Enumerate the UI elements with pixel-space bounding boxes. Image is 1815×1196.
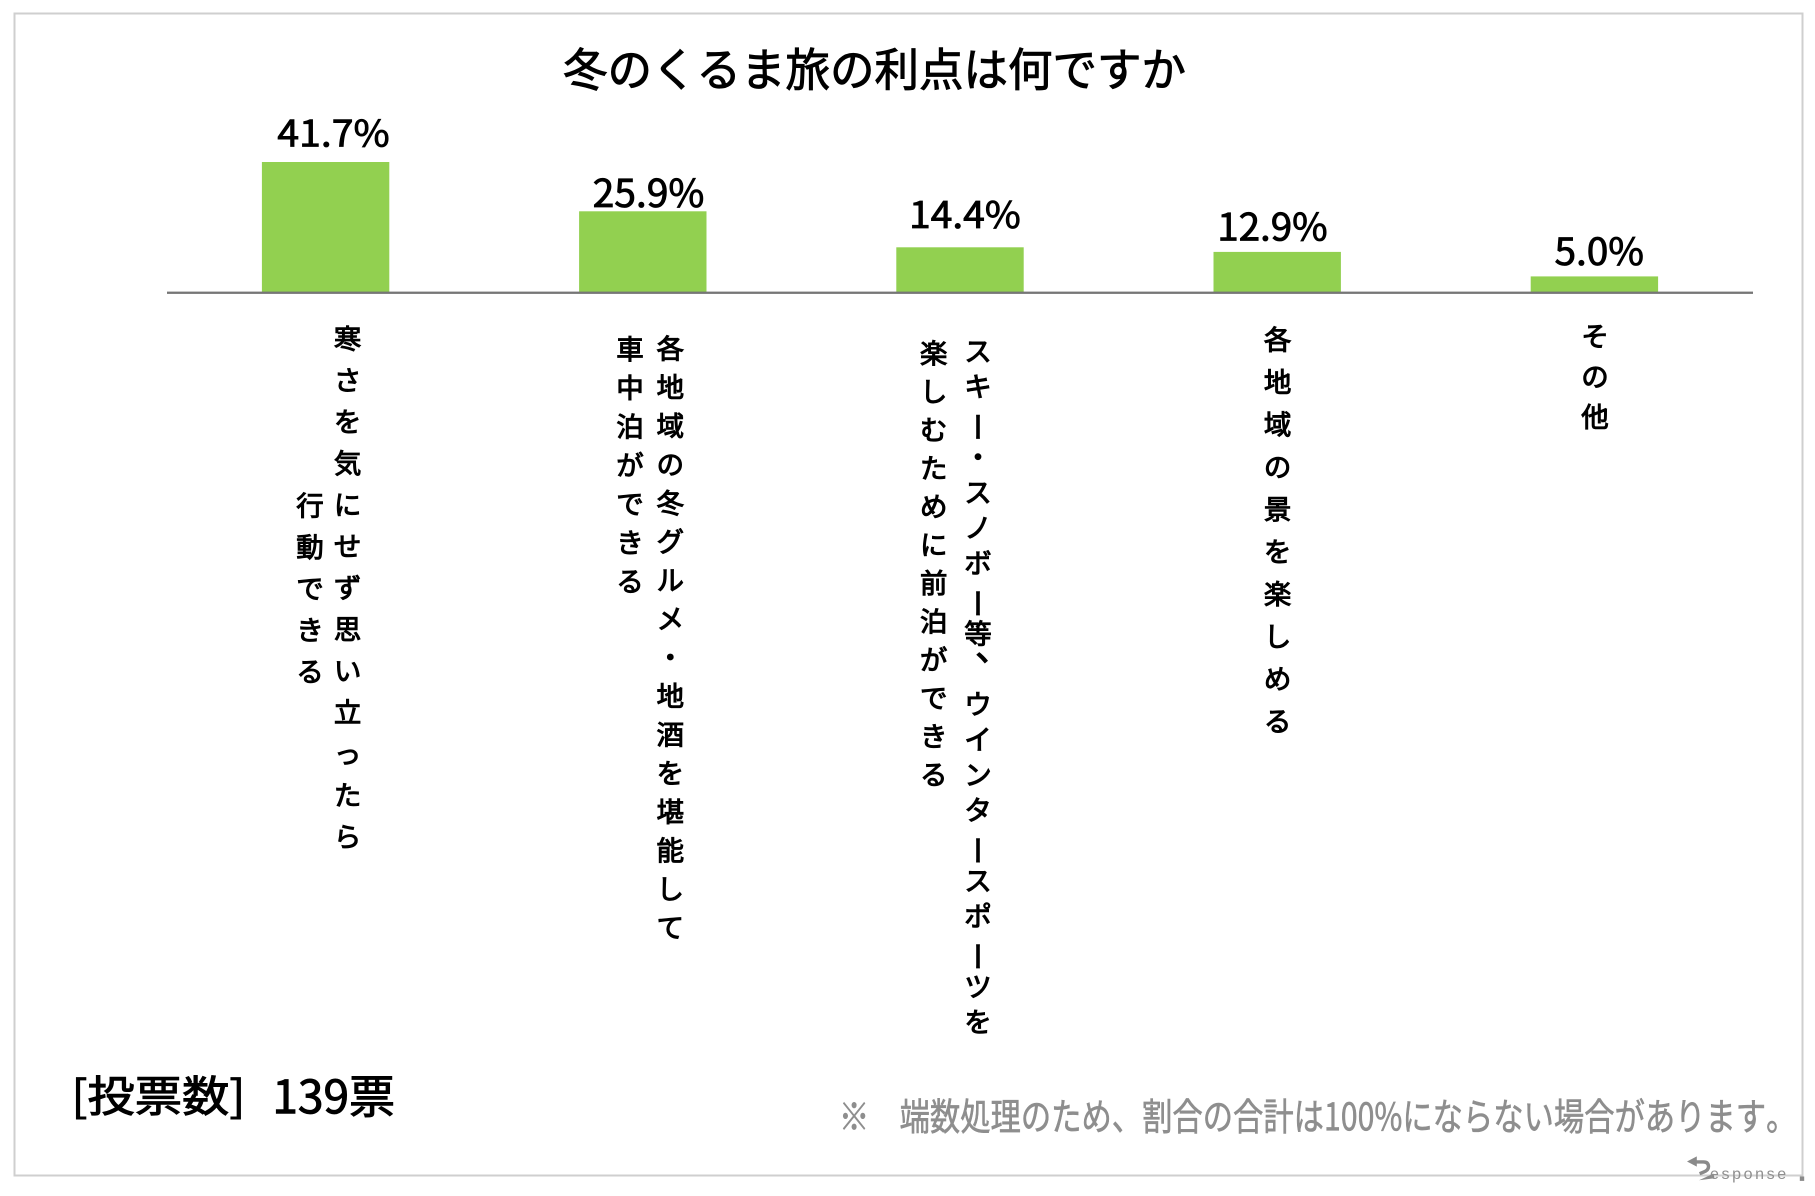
svg-text:esponse: esponse (1710, 1166, 1789, 1183)
